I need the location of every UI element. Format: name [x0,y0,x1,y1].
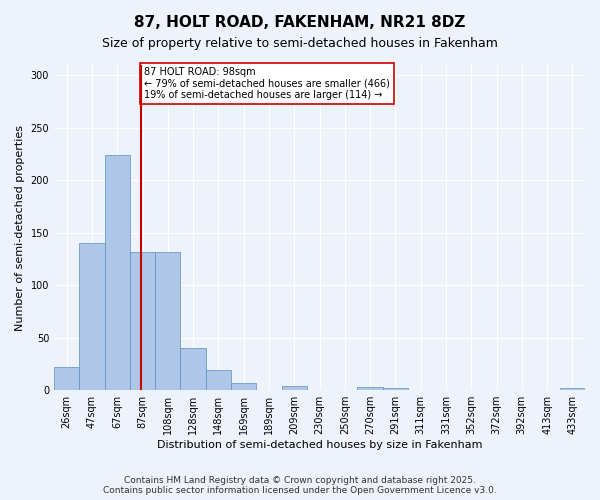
Bar [54,367,79,390]
Bar [383,388,408,390]
Text: 87, HOLT ROAD, FAKENHAM, NR21 8DZ: 87, HOLT ROAD, FAKENHAM, NR21 8DZ [134,15,466,30]
Y-axis label: Number of semi-detached properties: Number of semi-detached properties [15,124,25,330]
Bar [104,155,130,390]
Bar [281,386,307,390]
Bar [130,252,155,390]
Bar [206,370,231,390]
Bar [155,252,181,390]
Bar [231,383,256,390]
Text: Contains HM Land Registry data © Crown copyright and database right 2025.
Contai: Contains HM Land Registry data © Crown c… [103,476,497,495]
Bar [358,387,383,390]
X-axis label: Distribution of semi-detached houses by size in Fakenham: Distribution of semi-detached houses by … [157,440,482,450]
Bar [79,244,104,390]
Bar [560,388,585,390]
Bar [181,348,206,390]
Text: Size of property relative to semi-detached houses in Fakenham: Size of property relative to semi-detach… [102,38,498,51]
Text: 87 HOLT ROAD: 98sqm
← 79% of semi-detached houses are smaller (466)
19% of semi-: 87 HOLT ROAD: 98sqm ← 79% of semi-detach… [145,67,390,100]
